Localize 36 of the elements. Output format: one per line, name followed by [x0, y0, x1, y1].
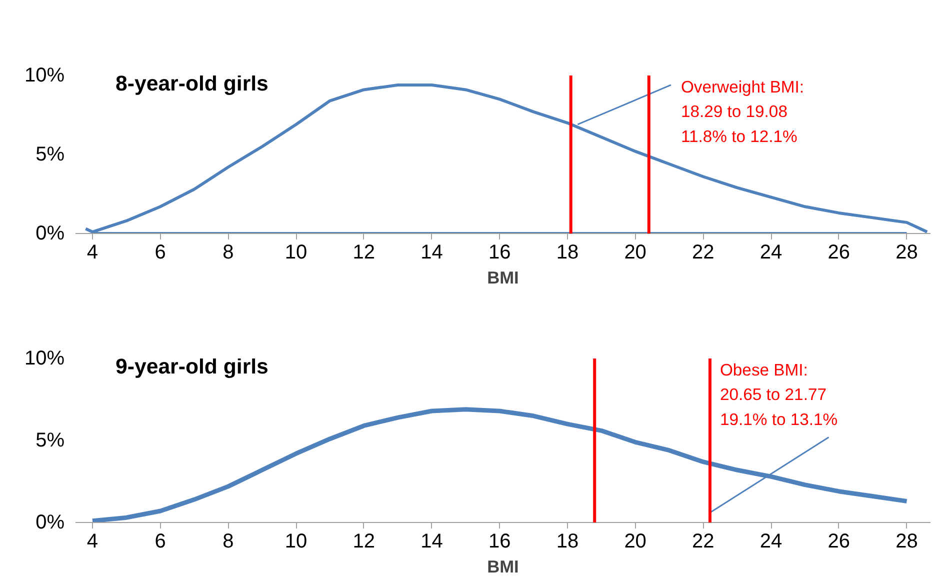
y-tick-label: 5% [36, 144, 65, 166]
x-tick-label: 28 [896, 242, 918, 264]
x-tick-label: 8 [222, 530, 234, 552]
x-tick-label: 12 [352, 530, 376, 552]
y-tick-label: 5% [36, 430, 65, 452]
x-tick-label: 10 [284, 242, 308, 264]
x-tick-label: 12 [352, 242, 376, 264]
x-tick-label: 14 [420, 530, 443, 552]
x-axis-title: BMI [487, 556, 519, 576]
x-tick-label: 16 [488, 242, 511, 264]
y-tick-label: 10% [24, 64, 65, 86]
y-tick-label: 0% [36, 222, 65, 244]
x-tick-label: 4 [86, 242, 98, 264]
x-tick-label: 22 [692, 530, 714, 552]
x-tick-label: 10 [284, 530, 308, 552]
x-tick-label: 16 [488, 530, 511, 552]
x-tick-label: 26 [828, 530, 850, 552]
x-tick-label: 6 [154, 242, 166, 264]
x-tick-label: 18 [556, 242, 579, 264]
x-tick-label: 8 [222, 242, 234, 264]
x-tick-label: 24 [760, 530, 782, 552]
x-axis-title: BMI [487, 268, 519, 288]
annotation: Overweight BMI: 18.29 to 19.08 11.8% to 12.1% [680, 78, 804, 146]
x-tick-label: 18 [556, 530, 579, 552]
x-tick-label: 26 [828, 242, 850, 264]
x-tick-label: 20 [624, 530, 646, 552]
y-tick-label: 0% [36, 512, 65, 534]
y-tick-label: 10% [24, 348, 65, 370]
x-tick-label: 20 [624, 242, 646, 264]
x-tick-label: 28 [896, 530, 918, 552]
x-tick-label: 22 [692, 242, 714, 264]
x-tick-label: 24 [760, 242, 782, 264]
x-tick-label: 14 [420, 242, 443, 264]
x-tick-label: 6 [154, 530, 166, 552]
x-tick-label: 4 [86, 530, 98, 552]
annotation: Obese BMI: 20.65 to 21.77 19.1% to 13.1% [720, 360, 838, 429]
